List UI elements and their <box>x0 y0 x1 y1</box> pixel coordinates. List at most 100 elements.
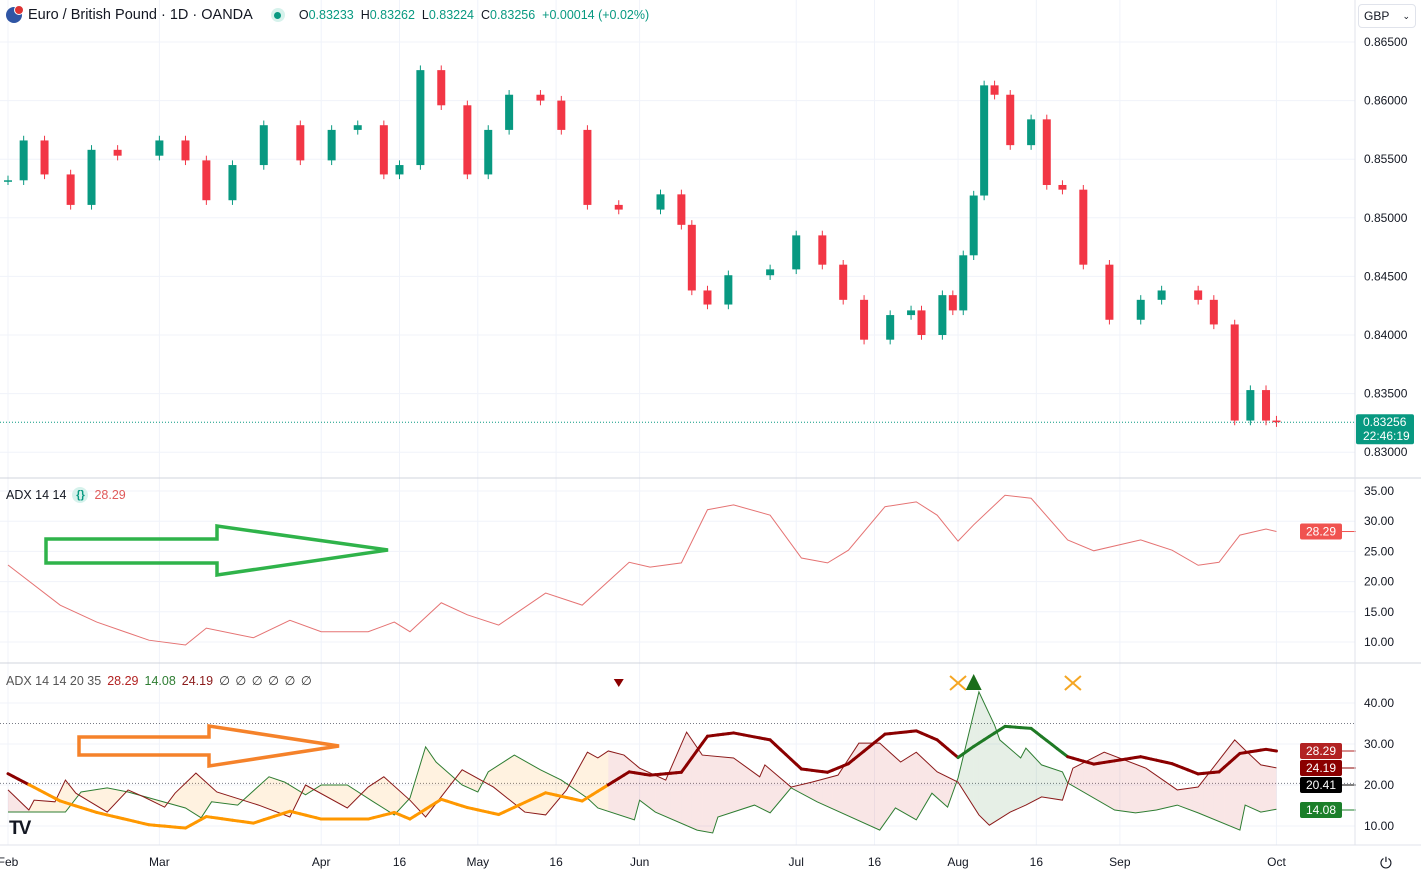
dmi-legend-title[interactable]: ADX 14 14 20 35 <box>6 673 102 688</box>
di-fill-segment <box>1088 757 1094 798</box>
dmi-tick-label: 40.00 <box>1364 696 1394 710</box>
di-fill-segment <box>1166 782 1173 808</box>
green-arrow-drawing[interactable] <box>44 523 389 578</box>
di-fill-segment <box>597 754 604 810</box>
di-fill-segment <box>1271 766 1277 811</box>
candle <box>1027 114 1036 150</box>
di-fill-segment <box>1036 759 1042 800</box>
adx-pane[interactable] <box>7 494 1277 646</box>
di-fill-segment <box>858 743 865 824</box>
candle <box>1262 385 1271 426</box>
candle <box>463 100 472 180</box>
candle-body <box>687 224 696 291</box>
di-fill-segment <box>180 783 186 808</box>
di-fill-segment <box>911 752 917 820</box>
adx-tick-label: 35.00 <box>1364 484 1394 498</box>
source-code-icon[interactable]: {} <box>72 487 89 503</box>
candle <box>818 230 827 270</box>
di-fill-segment <box>958 756 964 791</box>
di-fill-segment <box>1010 748 1016 813</box>
di-fill-segment <box>446 771 452 791</box>
candle-body <box>1272 420 1281 423</box>
adx-legend[interactable]: ADX 14 14 {} 28.29 <box>6 487 126 503</box>
di-fill-segment <box>1250 755 1256 810</box>
candle <box>66 169 75 210</box>
candle <box>656 189 665 215</box>
candle <box>87 145 96 210</box>
candle-body <box>395 165 404 175</box>
di-fill-segment <box>749 769 755 807</box>
di-fill-segment <box>916 752 922 820</box>
candle-body <box>917 310 926 335</box>
di-fill-segment <box>968 713 974 807</box>
candle <box>886 310 895 345</box>
adx-line <box>7 494 1277 646</box>
di-fill-segment <box>905 755 912 817</box>
price-tick-label: 0.83500 <box>1364 387 1408 401</box>
adx-tick-label: 25.00 <box>1364 544 1394 558</box>
candle <box>484 125 493 180</box>
currency-selector[interactable]: GBP ⌄ <box>1358 4 1416 28</box>
price-pane[interactable] <box>4 65 1281 427</box>
candle <box>416 65 425 170</box>
chevron-down-icon: ⌄ <box>1402 10 1410 21</box>
close-value: 0.83256 <box>490 8 536 22</box>
di-fill-segment <box>890 752 896 816</box>
x-tick-label: Aug <box>947 855 968 869</box>
di-fill-segment <box>159 800 165 808</box>
last-price-badge <box>1356 414 1414 445</box>
dmi-pane[interactable] <box>0 690 1355 834</box>
candle <box>1136 295 1145 325</box>
dmi-legend-empty-values: ∅ ∅ ∅ ∅ ∅ ∅ <box>219 674 313 688</box>
candle <box>202 155 211 205</box>
di-fill-segment <box>425 746 431 817</box>
di-fill-segment <box>535 766 541 815</box>
candle-body <box>228 165 237 201</box>
di-fill-segment <box>117 789 123 801</box>
low-value: 0.83224 <box>428 8 475 22</box>
dmi-legend[interactable]: ADX 14 14 20 35 28.29 14.08 24.19 ∅ ∅ ∅ … <box>6 673 313 689</box>
di-fill-segment <box>879 743 885 831</box>
di-fill-segment <box>1020 748 1026 808</box>
di-fill-segment <box>989 714 995 826</box>
di-fill-segment <box>837 767 844 814</box>
orange-arrow-drawing[interactable] <box>77 723 340 769</box>
adx-tick-label: 10.00 <box>1364 635 1394 649</box>
di-fill-segment <box>8 789 14 813</box>
price-tick-label: 0.85500 <box>1364 152 1408 166</box>
price-tick-label: 0.84500 <box>1364 269 1408 283</box>
di-fill-segment <box>1072 765 1079 789</box>
candle-body <box>980 85 989 196</box>
symbol-legend[interactable]: Euro / British Pound · 1D · OANDA O0.832… <box>6 5 649 23</box>
di-fill-segment <box>1156 775 1162 811</box>
di-fill-segment <box>352 788 358 803</box>
candle-body <box>766 269 775 276</box>
di-fill-segment <box>1078 762 1084 792</box>
candle-body <box>181 140 190 161</box>
di-fill-segment <box>733 757 739 812</box>
di-fill-segment <box>822 777 828 807</box>
di-fill-segment <box>201 777 207 818</box>
candle-body <box>1027 119 1036 146</box>
di-fill-segment <box>1114 756 1120 811</box>
di-fill-segment <box>279 780 285 815</box>
di-fill-segment <box>717 756 724 817</box>
adx-legend-title[interactable]: ADX 14 14 <box>6 488 67 502</box>
candle-body <box>656 194 665 210</box>
di-fill-segment <box>1025 748 1032 806</box>
settings-icon[interactable]: ⏻ <box>1380 855 1392 872</box>
candle <box>1230 319 1239 426</box>
candle <box>687 220 696 296</box>
x-tick-label: 16 <box>393 855 407 869</box>
symbol-title[interactable]: Euro / British Pound · 1D · OANDA <box>28 7 253 23</box>
di-fill-segment <box>884 747 891 823</box>
tradingview-logo[interactable]: TV <box>9 818 31 839</box>
di-fill-segment <box>785 782 791 795</box>
close-label: C <box>480 8 490 22</box>
di-fill-segment <box>686 732 692 828</box>
di-fill-segment <box>530 763 536 814</box>
candle <box>1194 285 1203 305</box>
candle-body <box>1209 299 1218 325</box>
drawings[interactable] <box>44 523 389 769</box>
